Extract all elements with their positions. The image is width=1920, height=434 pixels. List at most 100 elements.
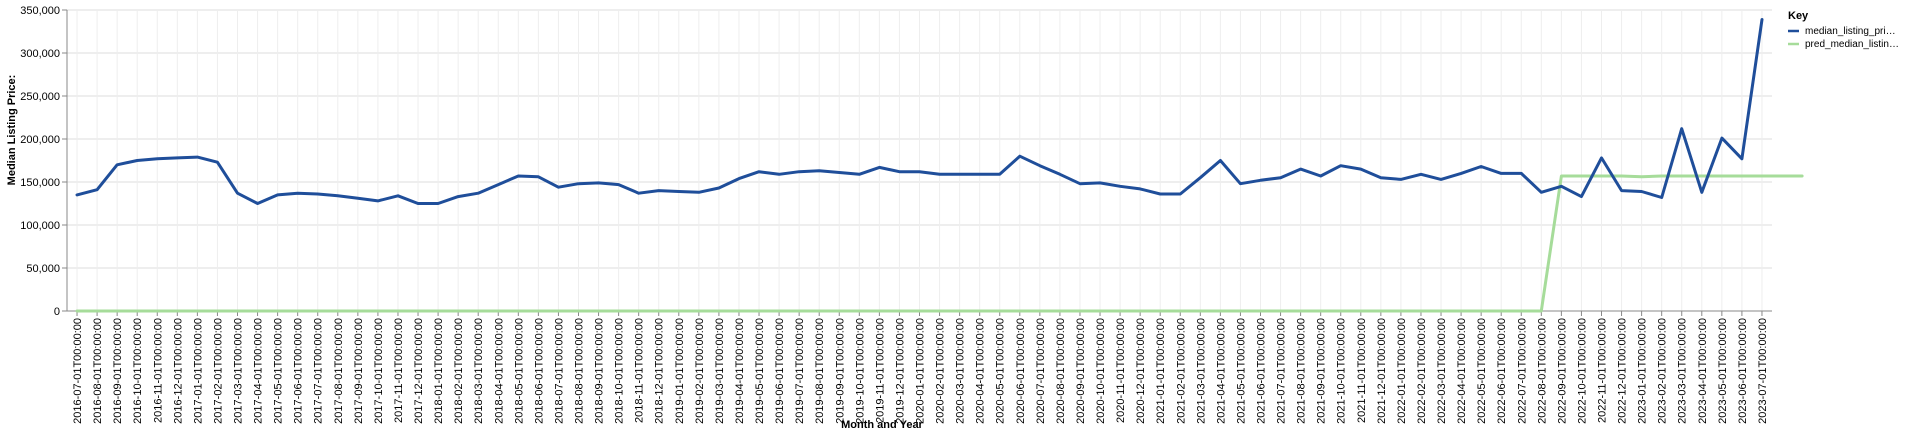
x-tick-label: 2023-05-01T00:00:00	[1717, 318, 1729, 424]
x-tick-label: 2022-02-01T00:00:00	[1416, 318, 1428, 424]
x-tick-label: 2021-08-01T00:00:00	[1296, 318, 1308, 424]
y-tick-label: 50,000	[26, 263, 60, 275]
series-layer	[75, 18, 1804, 313]
y-tick-label: 250,000	[20, 91, 60, 103]
x-tick-label: 2017-12-01T00:00:00	[413, 318, 425, 424]
x-tick-label: 2021-06-01T00:00:00	[1256, 318, 1268, 424]
x-tick-label: 2020-02-01T00:00:00	[935, 318, 947, 424]
x-tick-label: 2022-10-01T00:00:00	[1576, 318, 1588, 424]
x-tick-label: 2022-05-01T00:00:00	[1476, 318, 1488, 424]
x-tick-label: 2021-05-01T00:00:00	[1235, 318, 1247, 424]
x-tick-label: 2022-06-01T00:00:00	[1496, 318, 1508, 424]
x-tick-label: 2019-06-01T00:00:00	[774, 318, 786, 424]
x-tick-label: 2021-10-01T00:00:00	[1336, 318, 1348, 424]
x-tick-label: 2019-12-01T00:00:00	[894, 318, 906, 424]
x-tick-label: 2021-03-01T00:00:00	[1195, 318, 1207, 424]
x-tick-label: 2016-12-01T00:00:00	[172, 318, 184, 424]
x-tick-label: 2021-04-01T00:00:00	[1215, 318, 1227, 424]
x-tick-label: 2019-03-01T00:00:00	[714, 318, 726, 424]
x-tick-label: 2017-01-01T00:00:00	[192, 318, 204, 424]
x-tick-label: 2020-08-01T00:00:00	[1055, 318, 1067, 424]
legend-label-median: median_listing_pri…	[1805, 26, 1896, 37]
x-tick-label: 2023-01-01T00:00:00	[1637, 318, 1649, 424]
x-gridlines	[76, 10, 1763, 311]
x-tick-label: 2020-06-01T00:00:00	[1015, 318, 1027, 424]
x-tick-label: 2017-07-01T00:00:00	[313, 318, 325, 424]
x-tick-label: 2016-08-01T00:00:00	[92, 318, 104, 424]
x-tick-label: 2019-10-01T00:00:00	[854, 318, 866, 424]
x-tick-label: 2016-09-01T00:00:00	[112, 318, 124, 424]
x-tick-label: 2023-04-01T00:00:00	[1697, 318, 1709, 424]
x-tick-label: 2018-05-01T00:00:00	[513, 318, 525, 424]
legend-label-pred: pred_median_listin…	[1805, 39, 1899, 50]
x-tick-label: 2018-09-01T00:00:00	[594, 318, 606, 424]
x-tick-label: 2020-11-01T00:00:00	[1115, 318, 1127, 423]
x-tick-label: 2021-07-01T00:00:00	[1276, 318, 1288, 424]
x-tick-label: 2021-09-01T00:00:00	[1316, 318, 1328, 424]
x-tick-label: 2021-12-01T00:00:00	[1376, 318, 1388, 424]
x-tick-label: 2022-03-01T00:00:00	[1436, 318, 1448, 424]
x-tick-label: 2020-09-01T00:00:00	[1075, 318, 1087, 424]
x-tick-label: 2020-10-01T00:00:00	[1095, 318, 1107, 424]
x-tick-label: 2022-08-01T00:00:00	[1536, 318, 1548, 424]
x-tick-label: 2018-08-01T00:00:00	[574, 318, 586, 424]
x-tick-label: 2018-06-01T00:00:00	[533, 318, 545, 424]
x-tick-label: 2017-11-01T00:00:00	[393, 318, 405, 423]
x-tick-label: 2022-11-01T00:00:00	[1597, 318, 1609, 423]
x-tick-label: 2018-10-01T00:00:00	[614, 318, 626, 424]
x-tick-label: 2021-01-01T00:00:00	[1155, 318, 1167, 424]
x-tick-label: 2020-12-01T00:00:00	[1135, 318, 1147, 424]
x-tick-label: 2018-11-01T00:00:00	[634, 318, 646, 423]
y-tick-label: 350,000	[20, 5, 60, 17]
x-tick-label: 2022-09-01T00:00:00	[1556, 318, 1568, 424]
y-tick-label: 0	[54, 306, 60, 318]
y-axis-title: Median Listing Price:	[6, 75, 18, 186]
x-tick-label: 2019-08-01T00:00:00	[814, 318, 826, 424]
series-line-pred_median_listing_price	[75, 174, 1804, 313]
x-tick-label: 2020-07-01T00:00:00	[1035, 318, 1047, 424]
x-tick-label: 2019-11-01T00:00:00	[874, 318, 886, 423]
x-tick-label: 2018-12-01T00:00:00	[654, 318, 666, 424]
x-tick-label: 2021-11-01T00:00:00	[1356, 318, 1368, 423]
y-tick-label: 200,000	[20, 134, 60, 146]
y-tick-label: 100,000	[20, 220, 60, 232]
x-tick-label: 2023-07-01T00:00:00	[1757, 318, 1769, 424]
x-tick-label: 2022-12-01T00:00:00	[1617, 318, 1629, 424]
x-tick-label: 2017-03-01T00:00:00	[233, 318, 245, 424]
x-tick-label: 2016-07-01T00:00:00	[72, 318, 84, 424]
x-tick-label: 2017-10-01T00:00:00	[373, 318, 385, 424]
y-tick-label: 150,000	[20, 177, 60, 189]
x-tick-label: 2017-06-01T00:00:00	[293, 318, 305, 424]
x-tick-label: 2017-05-01T00:00:00	[273, 318, 285, 424]
x-tick-label: 2018-07-01T00:00:00	[553, 318, 565, 424]
x-tick-label: 2023-03-01T00:00:00	[1677, 318, 1689, 424]
x-tick-label: 2019-05-01T00:00:00	[754, 318, 766, 424]
x-tick-label: 2020-05-01T00:00:00	[995, 318, 1007, 424]
x-tick-label: 2018-02-01T00:00:00	[453, 318, 465, 424]
legend-entry-pred: pred_median_listin…	[1788, 39, 1899, 50]
x-tick-label: 2019-09-01T00:00:00	[834, 318, 846, 424]
x-tick-label: 2018-04-01T00:00:00	[493, 318, 505, 424]
x-tick-label: 2022-04-01T00:00:00	[1456, 318, 1468, 424]
x-tick-label: 2019-01-01T00:00:00	[674, 318, 686, 424]
x-tick-label: 2016-11-01T00:00:00	[152, 318, 164, 423]
x-tick-label: 2019-07-01T00:00:00	[794, 318, 806, 424]
x-tick-label: 2018-03-01T00:00:00	[473, 318, 485, 424]
legend: Key median_listing_pri… pred_median_list…	[1788, 10, 1899, 50]
x-tick-label: 2017-04-01T00:00:00	[253, 318, 265, 424]
x-axis-ticks: 2016-07-01T00:00:00 2016-08-01T00:00:00 20…	[72, 311, 1769, 424]
x-tick-label: 2020-01-01T00:00:00	[915, 318, 927, 424]
x-tick-label: 2022-07-01T00:00:00	[1516, 318, 1528, 424]
legend-title: Key	[1788, 10, 1809, 22]
x-tick-label: 2018-01-01T00:00:00	[433, 318, 445, 424]
x-axis-title: Month and Year	[841, 419, 923, 431]
legend-entry-median: median_listing_pri…	[1788, 26, 1896, 37]
x-tick-label: 2019-02-01T00:00:00	[694, 318, 706, 424]
x-tick-label: 2019-04-01T00:00:00	[734, 318, 746, 424]
x-tick-label: 2017-09-01T00:00:00	[353, 318, 365, 424]
series-line-median_listing_price	[75, 18, 1764, 205]
x-tick-label: 2022-01-01T00:00:00	[1396, 318, 1408, 424]
x-tick-label: 2023-02-01T00:00:00	[1657, 318, 1669, 424]
x-tick-label: 2021-02-01T00:00:00	[1175, 318, 1187, 424]
